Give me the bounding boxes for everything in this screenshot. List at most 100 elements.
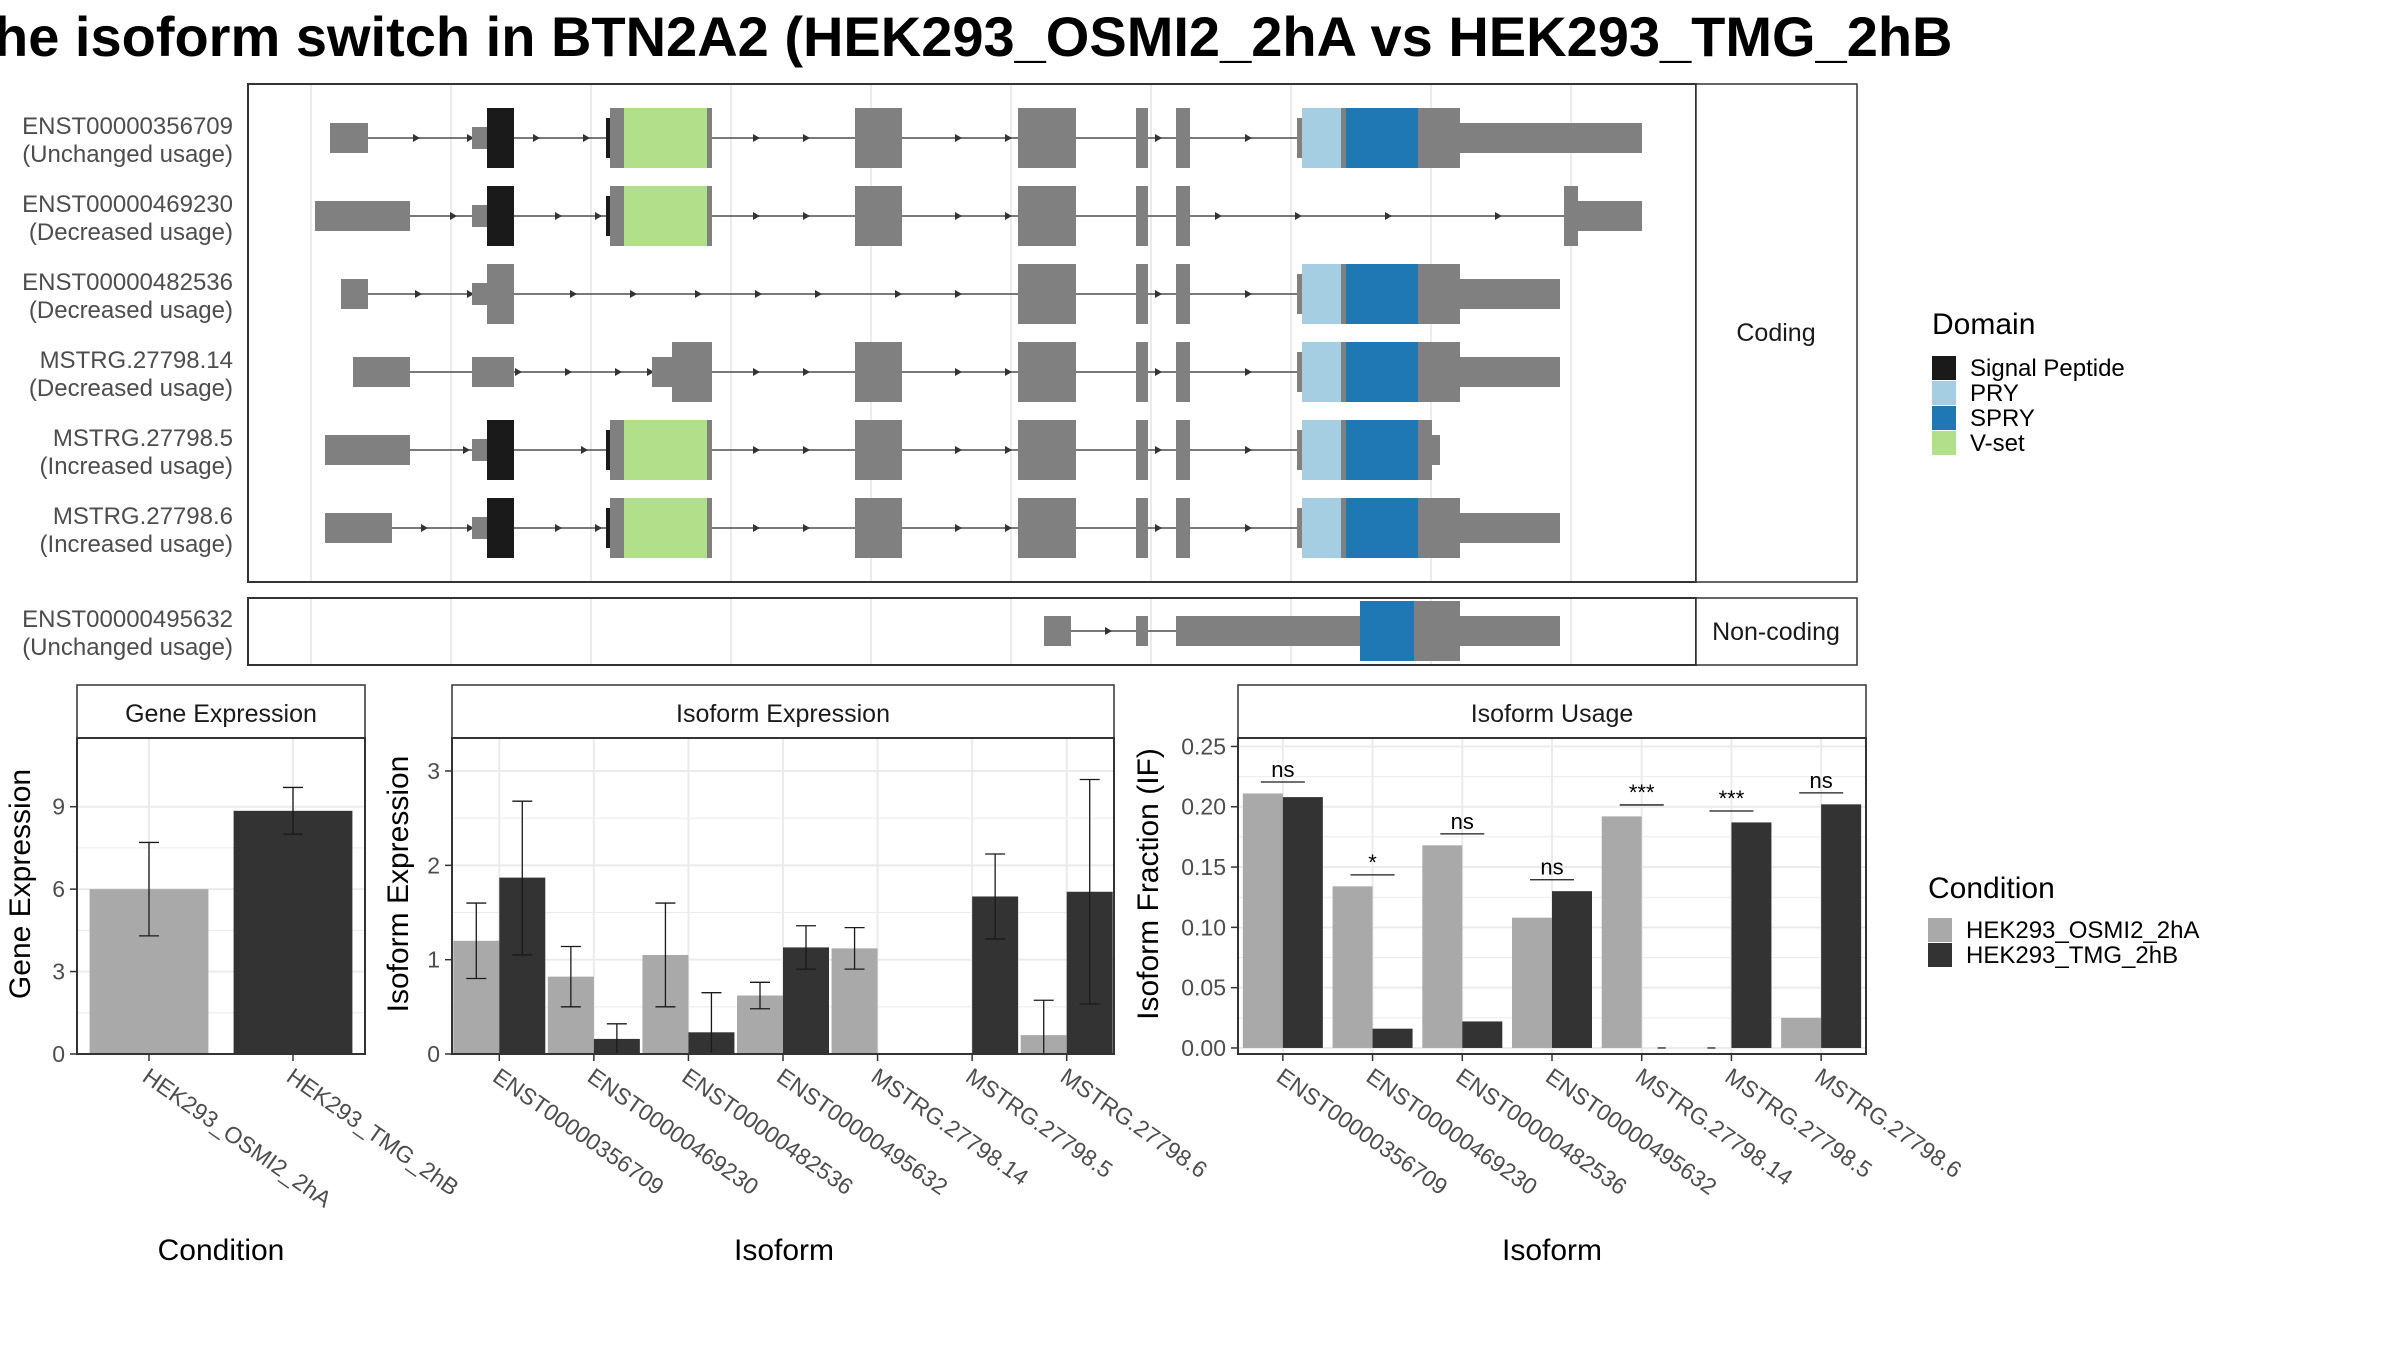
bar: [1821, 804, 1862, 1048]
exon-block: [707, 420, 712, 480]
exon-block: [1018, 264, 1076, 324]
signal-peptide-domain-block: [606, 196, 610, 236]
intron-arrow: [955, 290, 962, 298]
x-tick-label: ENST00000356709: [488, 1063, 668, 1200]
exon-block: [1136, 616, 1148, 646]
spry-domain-block: [1346, 420, 1418, 480]
exon-block: [1176, 498, 1190, 558]
spry-domain-block: [1346, 498, 1418, 558]
exon-block: [1297, 352, 1302, 392]
exon-block: [1297, 118, 1302, 158]
transcript-id-label: ENST00000495632: [22, 606, 233, 633]
spry-swatch: [1932, 406, 1956, 430]
intron-arrow: [1005, 446, 1012, 454]
transcript-usage-label: (Unchanged usage): [22, 634, 233, 661]
exon-block: [1418, 420, 1432, 480]
intron-arrow: [467, 524, 474, 532]
exon-block: [1176, 420, 1190, 480]
exon-block: [1460, 123, 1642, 153]
intron-arrow: [753, 212, 760, 220]
condition-legend: Condition HEK293_OSMI2_2hA HEK293_TMG_2h…: [1928, 872, 2199, 969]
exon-block: [855, 420, 902, 480]
exon-block: [330, 123, 368, 153]
exon-block: [610, 186, 624, 246]
bar: [1242, 793, 1283, 1048]
condition-b-swatch: [1928, 943, 1952, 967]
x-axis-title: Condition: [158, 1234, 285, 1267]
exon-block: [1136, 108, 1148, 168]
intron-arrow: [803, 446, 810, 454]
intron-arrow: [955, 134, 962, 142]
bar: [1781, 1017, 1822, 1048]
exon-block: [1176, 264, 1190, 324]
transcript-models: [310, 85, 1642, 664]
exon-block: [353, 357, 410, 387]
intron-arrow: [1245, 446, 1252, 454]
intron-arrow: [753, 368, 760, 376]
y-tick-label: 0.00: [1181, 1035, 1226, 1061]
intron-arrow: [753, 446, 760, 454]
y-tick-label: 0.10: [1181, 914, 1226, 940]
y-axis-title: Gene Expression: [4, 769, 37, 999]
intron-arrow: [803, 524, 810, 532]
signal-peptide-domain-block: [487, 186, 514, 246]
y-tick-label: 0.25: [1181, 733, 1226, 759]
intron-arrow: [583, 134, 590, 142]
exon-block: [1418, 264, 1460, 324]
exon-block: [652, 357, 672, 387]
domain-legend-title: Domain: [1932, 308, 2035, 341]
exon-block: [1297, 508, 1302, 548]
pry-domain-block: [1302, 108, 1341, 168]
bar: [1422, 845, 1463, 1048]
exon-block: [1460, 616, 1560, 646]
domain-legend: Domain Signal Peptide PRY SPRY V-set: [1932, 308, 2125, 457]
panel-title: Gene Expression: [125, 700, 317, 728]
intron-arrow: [1385, 212, 1392, 220]
transcript-labels: ENST00000356709 (Unchanged usage) ENST00…: [22, 113, 233, 661]
panel-strip: [1237, 684, 1867, 739]
intron-arrow: [1215, 212, 1222, 220]
pry-domain-block: [1302, 420, 1341, 480]
exon-block: [1297, 274, 1302, 314]
exon-block: [1297, 430, 1302, 470]
y-tick-label: 0.20: [1181, 794, 1226, 820]
transcript-usage-label: (Increased usage): [40, 453, 233, 480]
intron-arrow: [515, 368, 522, 376]
intron-arrow: [450, 212, 457, 220]
x-tick-label: ENST00000495632: [772, 1063, 952, 1200]
intron-arrow: [1245, 368, 1252, 376]
transcript-id-label: MSTRG.27798.6: [53, 503, 233, 530]
intron-arrow: [753, 134, 760, 142]
transcript-usage-label: (Decreased usage): [29, 297, 233, 324]
spry-domain-block: [1346, 342, 1418, 402]
intron-arrow: [421, 524, 428, 532]
exon-block: [1414, 601, 1460, 661]
transcript-id-label: ENST00000482536: [22, 269, 233, 296]
exon-block: [1044, 616, 1071, 646]
intron-arrow: [803, 368, 810, 376]
bar: [1512, 917, 1552, 1048]
exon-block: [1418, 108, 1460, 168]
signal-peptide-domain-block: [487, 498, 514, 558]
exon-block: [472, 357, 514, 387]
bar: [233, 810, 353, 1054]
transcript-structure-panel: Coding Non-coding ENST00000356709 (Uncha…: [22, 83, 1858, 666]
panel-strip: [451, 684, 1115, 739]
intron-arrow: [1005, 134, 1012, 142]
intron-arrow: [463, 446, 470, 454]
exon-block: [1136, 498, 1148, 558]
exon-block: [1176, 342, 1190, 402]
intron-arrow: [955, 212, 962, 220]
y-tick-label: 6: [52, 876, 65, 902]
significance-label: ns: [1540, 855, 1563, 880]
domain-legend-label: SPRY: [1970, 405, 2035, 432]
transcript-usage-label: (Decreased usage): [29, 219, 233, 246]
exon-block: [610, 420, 624, 480]
intron-arrow: [1295, 212, 1302, 220]
vset-domain-block: [624, 186, 707, 246]
exon-block: [472, 205, 487, 227]
panel-border: [76, 737, 366, 1055]
exon-block: [487, 264, 514, 324]
exon-block: [1418, 342, 1460, 402]
